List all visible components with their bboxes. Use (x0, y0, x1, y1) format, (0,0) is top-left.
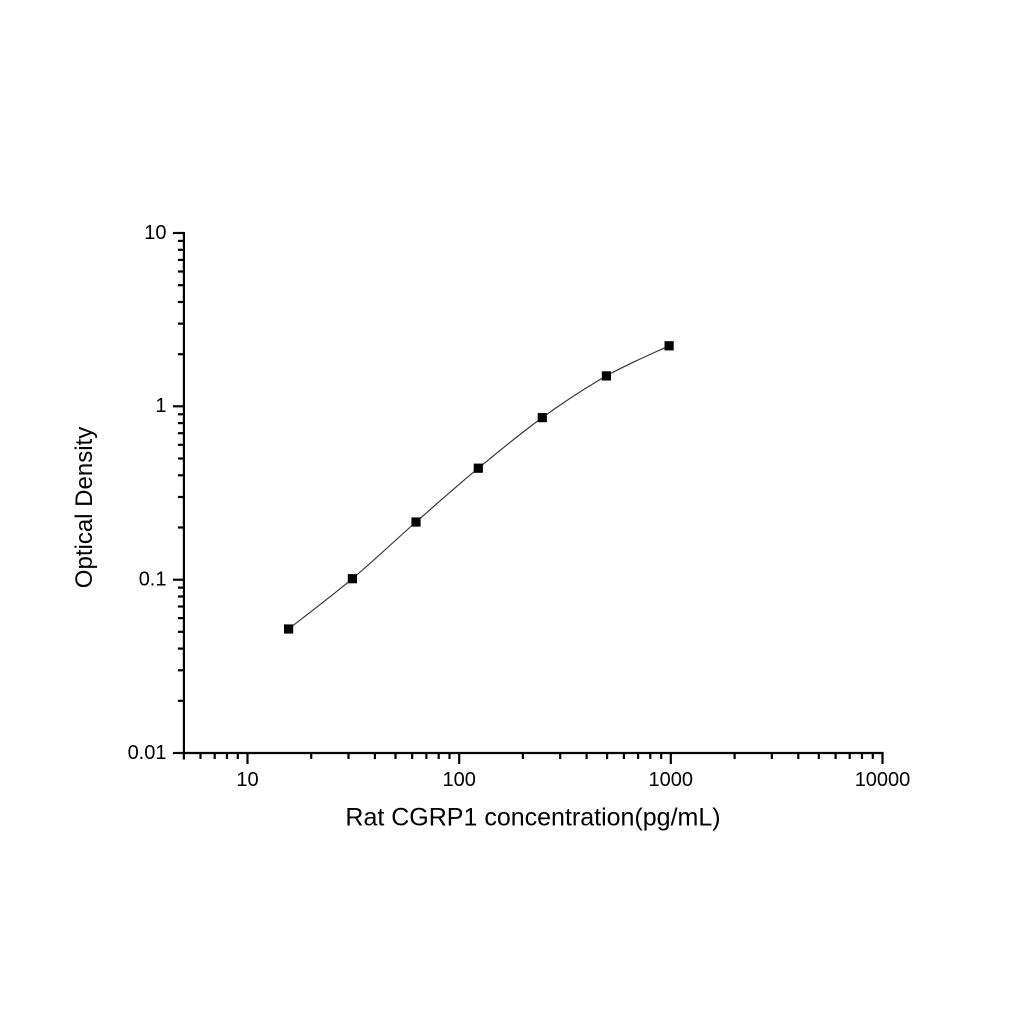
svg-text:10: 10 (236, 769, 258, 791)
svg-text:10: 10 (144, 222, 166, 244)
svg-text:0.1: 0.1 (139, 569, 167, 591)
svg-text:100: 100 (443, 769, 476, 791)
svg-text:1000: 1000 (649, 769, 694, 791)
svg-text:1: 1 (155, 395, 166, 417)
svg-text:Optical Density: Optical Density (71, 427, 98, 588)
svg-text:Rat CGRP1 concentration(pg/mL): Rat CGRP1 concentration(pg/mL) (345, 804, 720, 832)
svg-text:10000: 10000 (855, 769, 911, 791)
svg-text:0.01: 0.01 (128, 742, 167, 764)
